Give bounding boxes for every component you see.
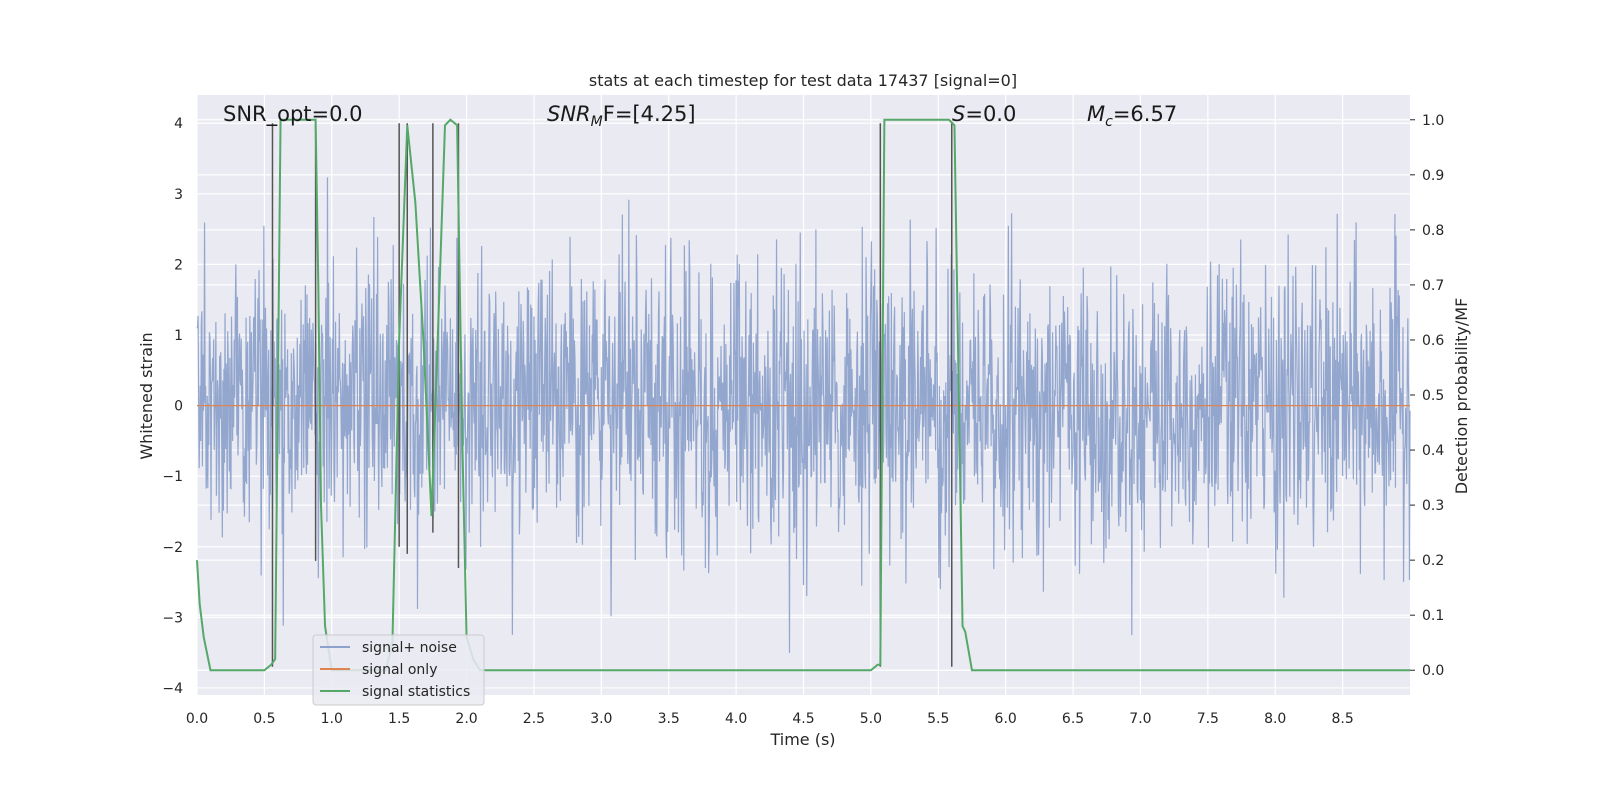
y-tick-label: 4: [174, 116, 183, 132]
y-tick-label: 0: [174, 399, 183, 415]
legend-label-statistics: signal statistics: [362, 684, 470, 700]
x-tick-label: 2.5: [523, 711, 545, 727]
y2-tick-label: 0.5: [1422, 388, 1444, 404]
legend: signal+ noise signal only signal statist…: [312, 634, 485, 706]
y2-tick-label: 0.0: [1422, 663, 1444, 679]
snr-opt-annotation: SNR_opt=0.0: [223, 102, 363, 127]
x-tick-label: 6.5: [1062, 711, 1084, 727]
y2-tick-label: 0.7: [1422, 278, 1444, 294]
s-rest: =0.0: [965, 102, 1016, 126]
y-tick-label: 3: [174, 187, 183, 203]
mc-base: M: [1087, 102, 1105, 126]
y-tick-label: −4: [162, 681, 183, 697]
x-axis-label: Time (s): [769, 730, 835, 749]
y-tick-label: 1: [174, 328, 183, 344]
y2-tick-label: 1.0: [1422, 113, 1444, 129]
x-tick-label: 4.0: [725, 711, 747, 727]
x-tick-label: 7.5: [1197, 711, 1219, 727]
x-tick-label: 7.0: [1129, 711, 1151, 727]
y-tick-labels: 4 3 2 1 0 −1 −2 −3 −4: [162, 116, 183, 697]
x-tick-label: 0.5: [253, 711, 275, 727]
y2-tick-label: 0.8: [1422, 223, 1444, 239]
y-tick-label: −2: [162, 540, 183, 556]
y2-tick-label: 0.2: [1422, 553, 1444, 569]
x-tick-label: 1.0: [321, 711, 343, 727]
x-tick-labels: 0.0 0.5 1.0 1.5 2.0 2.5 3.0 3.5 4.0 4.5 5.0 5.5 6.0 6…: [186, 711, 1354, 727]
snr-mf-sub: M: [591, 114, 603, 130]
y2-tick-label: 0.4: [1422, 443, 1444, 459]
y-tick-label: −1: [162, 469, 183, 485]
x-tick-label: 6.0: [995, 711, 1017, 727]
snr-mf-annotation: SNRMF=[4.25]: [547, 102, 696, 130]
y2-axis-label: Detection probability/MF: [1452, 298, 1471, 495]
signal-statistics-line: [196, 118, 1410, 672]
s-label: S: [952, 102, 965, 126]
snr-mf-base: SNR: [547, 102, 591, 126]
x-tick-label: 5.0: [860, 711, 882, 727]
x-tick-label: 1.5: [388, 711, 410, 727]
x-tick-label: 8.5: [1331, 711, 1353, 727]
y2-tick-label: 0.3: [1422, 498, 1444, 514]
chart-title: stats at each timestep for test data 174…: [589, 71, 1017, 90]
x-tick-label: 5.5: [927, 711, 949, 727]
vertical-markers: [271, 123, 953, 667]
y2-tick-label: 0.6: [1422, 333, 1444, 349]
y-tick-label: −3: [162, 610, 183, 626]
x-tick-label: 3.5: [658, 711, 680, 727]
y2-tick-labels: 1.0 0.9 0.8 0.7 0.6 0.5 0.4 0.3 0.2 0.1 0.0: [1410, 113, 1444, 679]
x-tick-label: 2.0: [455, 711, 477, 727]
s-annotation: S=0.0: [952, 102, 1016, 126]
snr-mf-rest: F=[4.25]: [603, 102, 696, 126]
mc-annotation: Mc=6.57: [1087, 102, 1177, 130]
y-axis-label: Whitened strain: [137, 332, 156, 459]
x-tick-label: 8.0: [1264, 711, 1286, 727]
x-tick-label: 4.5: [792, 711, 814, 727]
x-tick-label: 3.0: [590, 711, 612, 727]
mc-rest: =6.57: [1113, 102, 1177, 126]
legend-label-signal-only: signal only: [362, 662, 437, 678]
legend-box: [312, 634, 485, 706]
y2-tick-label: 0.9: [1422, 168, 1444, 184]
y-tick-label: 2: [174, 257, 183, 273]
y2-tick-label: 0.1: [1422, 608, 1444, 624]
legend-label-noise: signal+ noise: [362, 640, 457, 656]
x-tick-label: 0.0: [186, 711, 208, 727]
mc-sub: c: [1105, 114, 1113, 130]
